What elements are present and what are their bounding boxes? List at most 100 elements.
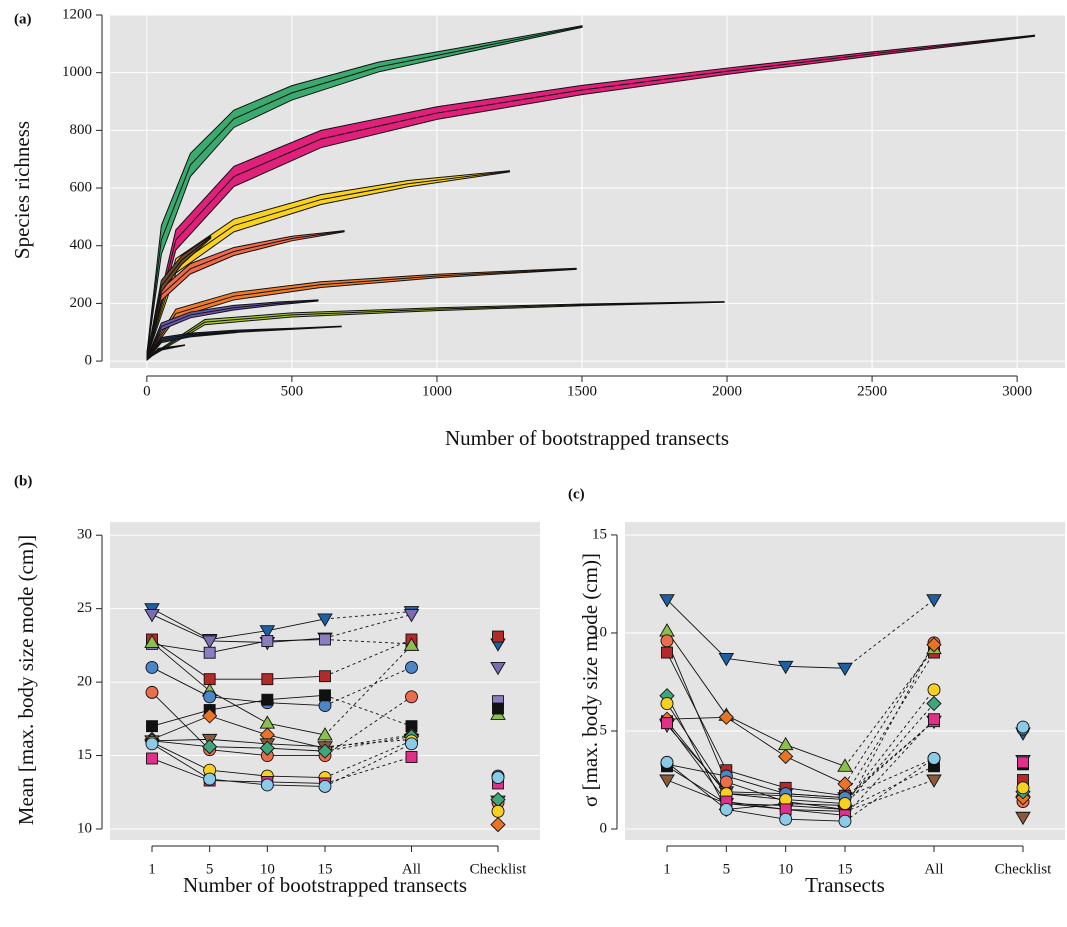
connector <box>785 799 846 804</box>
connector <box>209 690 268 724</box>
marker <box>779 812 793 826</box>
connector <box>726 808 786 820</box>
marker <box>1016 781 1030 795</box>
connector <box>726 775 786 795</box>
connector <box>844 779 935 812</box>
connector <box>151 738 210 742</box>
rarefaction-curve <box>146 344 185 361</box>
connector <box>844 758 935 799</box>
marker <box>203 646 216 659</box>
marker <box>661 646 673 659</box>
marker <box>317 727 333 741</box>
x-tick-label: 15 <box>838 861 853 877</box>
connector <box>726 803 786 810</box>
marker <box>261 693 274 706</box>
x-tick-label: 500 <box>281 383 304 399</box>
y-tick-label: 1200 <box>62 6 92 22</box>
marker <box>837 662 853 677</box>
connector <box>726 803 786 806</box>
connector <box>209 738 268 745</box>
connector <box>666 640 727 783</box>
connector <box>324 611 412 620</box>
connector <box>666 703 727 794</box>
y-tick-label: 600 <box>70 179 93 195</box>
connectors <box>151 608 412 787</box>
x-tick-label: All <box>924 861 943 877</box>
marker <box>1017 756 1029 769</box>
connector <box>666 779 727 804</box>
connector <box>324 738 412 748</box>
connector <box>267 784 326 787</box>
connector <box>209 778 268 786</box>
connector <box>151 667 210 698</box>
connector <box>267 743 326 748</box>
connector <box>844 718 935 816</box>
connector <box>844 599 935 669</box>
connector <box>209 715 268 736</box>
y-tick-label: 400 <box>70 237 93 253</box>
marker <box>202 708 218 724</box>
marker <box>319 689 331 702</box>
connector <box>151 709 210 727</box>
y-tick-label: 15 <box>77 747 92 763</box>
connector <box>151 743 210 780</box>
marker <box>926 774 942 788</box>
marker <box>319 633 331 646</box>
connector <box>151 639 210 680</box>
x-tick-label: 1000 <box>422 383 452 399</box>
connector <box>267 775 326 779</box>
marker <box>261 635 274 647</box>
x-axis-title: Number of bootstrapped transects <box>183 873 467 897</box>
marker <box>491 771 505 785</box>
marker <box>405 737 418 751</box>
y-tick-label: 0 <box>85 353 93 369</box>
confidence-band <box>146 230 345 358</box>
connector <box>151 741 210 771</box>
marker <box>926 594 942 608</box>
marker <box>490 816 506 833</box>
y-tick-label: 25 <box>77 600 92 616</box>
x-tick-label: Checklist <box>995 861 1052 877</box>
connector <box>267 675 326 680</box>
connector <box>209 749 268 756</box>
connector <box>844 642 935 810</box>
marker <box>318 699 332 713</box>
connector <box>324 614 412 639</box>
connector <box>151 740 210 748</box>
x-tick-label: 1500 <box>567 383 597 399</box>
x-tick-label: All <box>402 861 421 877</box>
x-tick-label: 0 <box>143 383 151 399</box>
marker <box>718 709 734 725</box>
connector <box>324 743 412 787</box>
y-tick-label: 30 <box>77 527 92 543</box>
marker <box>144 634 160 648</box>
rarefaction-curve <box>146 26 583 353</box>
marker <box>838 814 852 828</box>
marker <box>203 772 217 786</box>
marker <box>259 625 276 639</box>
x-tick-label: 5 <box>723 861 731 877</box>
marker <box>202 739 218 755</box>
x-tick-label: 1 <box>663 861 671 877</box>
connector <box>785 808 846 812</box>
rarefaction-curve <box>146 300 319 359</box>
marker <box>203 673 216 686</box>
connector <box>209 640 268 643</box>
connector <box>267 702 326 707</box>
connector <box>209 780 268 783</box>
connector <box>785 795 846 801</box>
confidence-band <box>146 25 583 354</box>
connector <box>324 736 412 752</box>
connector <box>324 734 412 749</box>
connector <box>726 793 786 797</box>
marker <box>1015 811 1031 826</box>
marker <box>926 695 942 712</box>
connector <box>209 640 268 654</box>
connector <box>324 740 412 778</box>
connector <box>267 618 326 632</box>
y-tick-label: 15 <box>592 526 607 542</box>
connector <box>726 716 786 757</box>
connector <box>844 689 935 804</box>
marker <box>201 635 218 649</box>
panel-label: (a) <box>14 11 32 27</box>
